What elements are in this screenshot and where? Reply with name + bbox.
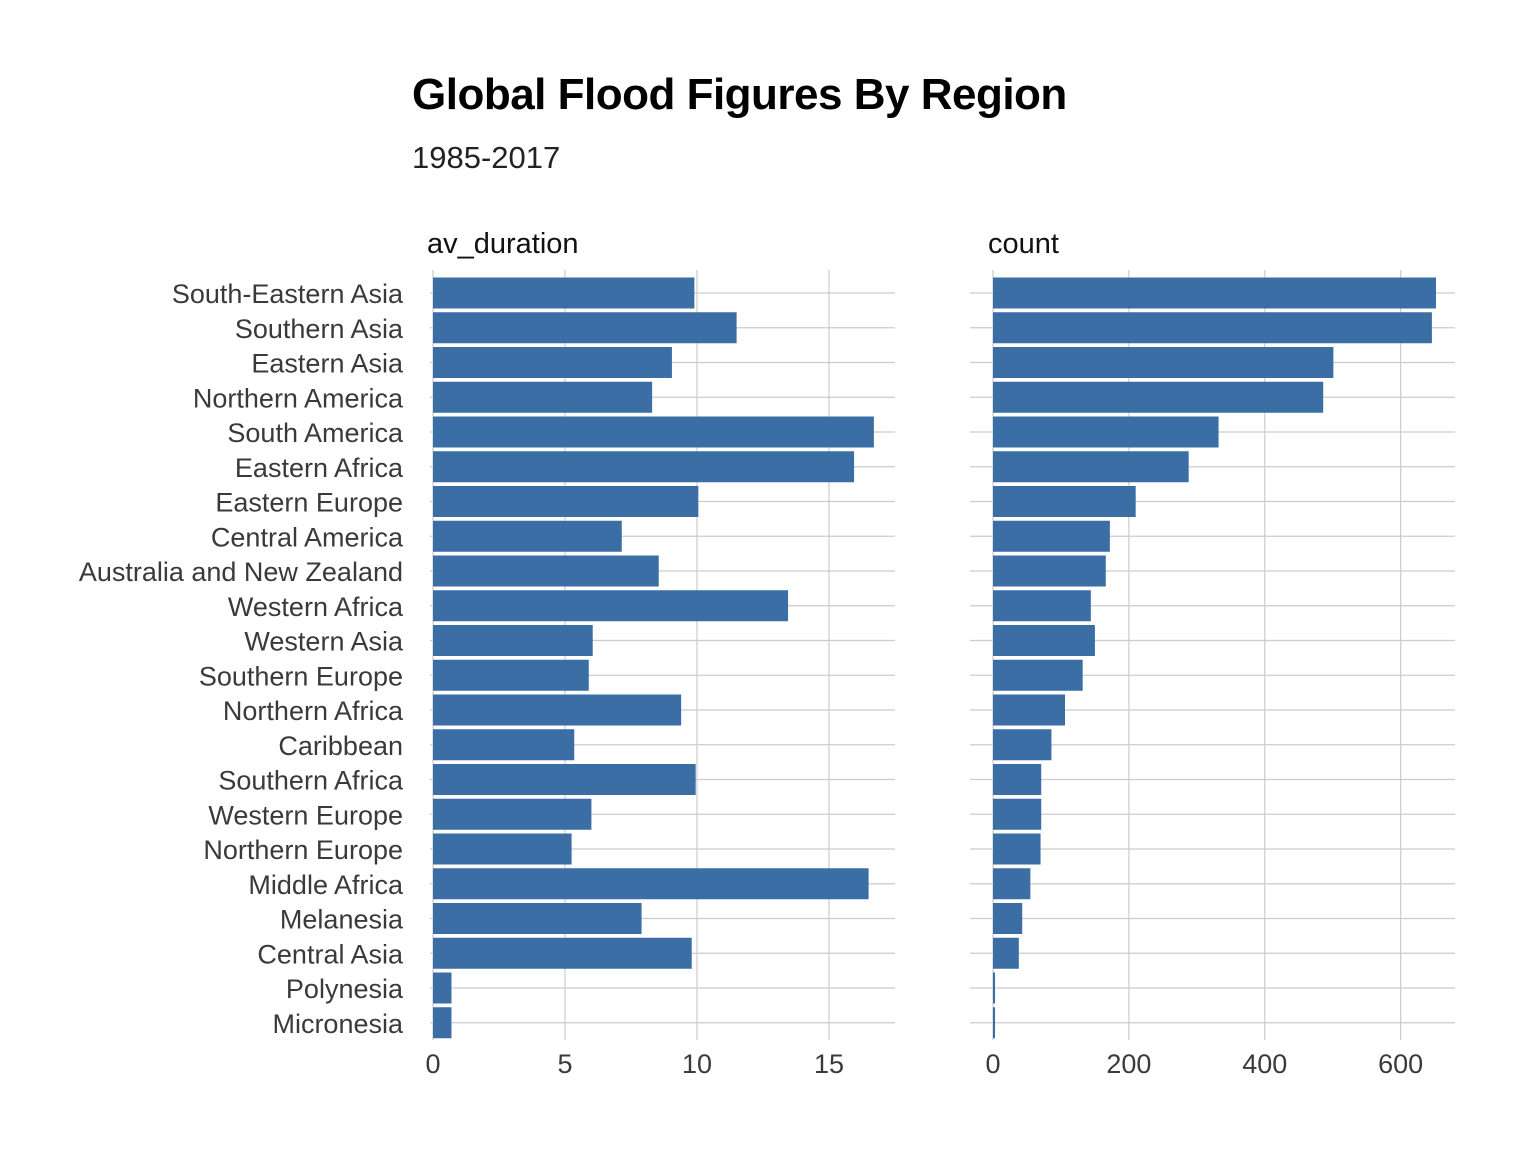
category-label: Australia and New Zealand xyxy=(79,557,403,587)
bar xyxy=(993,347,1334,378)
bar xyxy=(433,903,642,934)
bar xyxy=(433,625,593,656)
category-label: Northern Africa xyxy=(223,696,404,726)
bar xyxy=(433,486,699,517)
bar xyxy=(993,520,1110,552)
category-label: Western Asia xyxy=(244,627,404,657)
bar xyxy=(993,486,1136,517)
bar xyxy=(433,798,592,830)
category-label: Polynesia xyxy=(286,974,404,1004)
category-label: Central America xyxy=(211,522,404,552)
bar xyxy=(993,416,1219,448)
category-label: Eastern Europe xyxy=(215,488,403,518)
category-label: Southern Africa xyxy=(218,766,404,796)
bar xyxy=(993,798,1042,830)
category-label: South America xyxy=(227,418,404,448)
category-label: Northern Europe xyxy=(203,835,403,865)
bar xyxy=(993,694,1066,726)
bar xyxy=(993,972,996,1004)
bar xyxy=(993,729,1052,761)
bar xyxy=(993,590,1091,622)
bar xyxy=(433,1007,452,1039)
x-tick-label: 0 xyxy=(985,1049,1000,1079)
bar xyxy=(993,277,1436,309)
x-tick-label: 200 xyxy=(1106,1049,1151,1079)
bar xyxy=(433,937,692,969)
bar xyxy=(993,833,1041,865)
category-label: Melanesia xyxy=(280,905,404,935)
x-tick-label: 400 xyxy=(1242,1049,1287,1079)
x-tick-label: 600 xyxy=(1378,1049,1423,1079)
category-label: Central Asia xyxy=(257,939,404,969)
bar xyxy=(433,729,575,761)
bar xyxy=(433,555,659,587)
bar xyxy=(433,694,682,726)
category-label: Western Europe xyxy=(208,800,403,830)
bar xyxy=(433,347,672,378)
bar xyxy=(433,659,589,691)
facet-label: count xyxy=(988,228,1059,260)
category-label: Eastern Asia xyxy=(251,349,404,379)
category-label: South-Eastern Asia xyxy=(172,279,404,309)
bar xyxy=(433,451,855,483)
x-tick-label: 15 xyxy=(814,1049,844,1079)
category-label: Middle Africa xyxy=(248,870,404,900)
x-tick-label: 0 xyxy=(425,1049,440,1079)
chart-subtitle: 1985-2017 xyxy=(412,140,561,175)
bar xyxy=(433,833,572,865)
bar xyxy=(993,1007,996,1039)
category-label: Caribbean xyxy=(278,731,403,761)
category-label: Eastern Africa xyxy=(235,453,404,483)
bar xyxy=(993,659,1083,691)
bar xyxy=(993,555,1106,587)
bar xyxy=(433,312,737,344)
bar xyxy=(993,625,1095,656)
bar xyxy=(433,277,695,309)
bar xyxy=(993,381,1324,413)
bar xyxy=(433,590,789,622)
bar xyxy=(433,764,696,795)
category-label: Northern America xyxy=(193,383,404,413)
bar xyxy=(433,416,874,448)
category-label: Micronesia xyxy=(272,1009,404,1039)
facet-label: av_duration xyxy=(427,228,579,260)
bar xyxy=(993,903,1023,934)
bar xyxy=(433,381,653,413)
bar xyxy=(433,868,869,900)
category-label: Southern Asia xyxy=(235,314,404,344)
bar xyxy=(433,972,452,1004)
x-tick-label: 5 xyxy=(557,1049,572,1079)
bar xyxy=(993,868,1031,900)
x-tick-label: 10 xyxy=(682,1049,712,1079)
bar xyxy=(993,451,1189,483)
bar xyxy=(993,764,1042,795)
bar xyxy=(993,312,1432,344)
category-label: Western Africa xyxy=(228,592,404,622)
bar xyxy=(433,520,622,552)
chart-title: Global Flood Figures By Region xyxy=(412,70,1067,119)
bar xyxy=(993,937,1019,969)
category-label: Southern Europe xyxy=(199,661,403,691)
